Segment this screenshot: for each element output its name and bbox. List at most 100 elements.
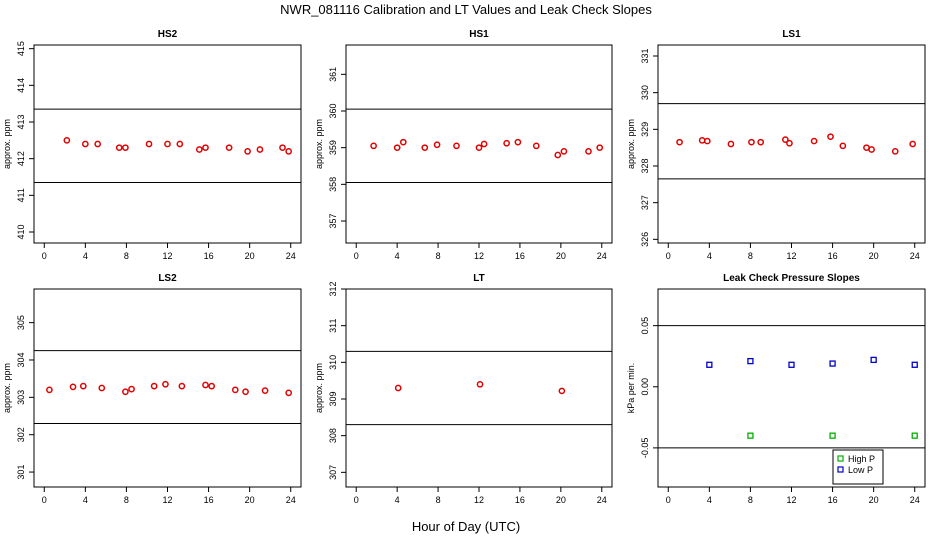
chart-5-title: LT (473, 273, 484, 284)
chart-1-series-1-point-0 (63, 136, 71, 144)
chart-5-xtick-label-0: 0 (354, 495, 359, 505)
figure-title: NWR_081116 Calibration and LT Values and… (280, 2, 652, 17)
chart-3-series-1-point-7 (786, 139, 793, 147)
chart-2-series-1-point-0 (370, 142, 377, 150)
chart-3-xtick-label-3: 12 (786, 251, 796, 261)
chart-4-series-1-point-10 (208, 382, 216, 390)
chart-3-xtick-label-0: 0 (666, 251, 671, 261)
chart-4-xtick-label-3: 12 (162, 495, 172, 505)
chart-3-series-1-point-9 (827, 133, 834, 141)
chart-6-ylabel: kPa per min. (626, 363, 636, 414)
chart-4-ytick-label-4: 305 (16, 315, 26, 330)
chart-3-panel: LS1 approx. ppm 0 4 8 12 16 20 24 326 327 328 329 330… (626, 29, 926, 261)
chart-4-xtick-label-6: 24 (286, 495, 296, 505)
chart-3-series-1-point-0 (676, 138, 683, 146)
chart-1-series-1-point-1 (81, 140, 89, 148)
chart-1-series-1-point-2 (94, 140, 102, 148)
chart-4-xtick-label-4: 16 (204, 495, 214, 505)
chart-1-ytick-label-5: 415 (16, 41, 26, 56)
chart-2-ytick-label-0: 357 (328, 213, 338, 228)
chart-6-xtick-label-0: 0 (666, 495, 671, 505)
chart-1-series-1-point-11 (244, 147, 251, 155)
chart-4-series-1-point-0 (46, 386, 53, 394)
chart-5-ytick-label-5: 312 (328, 281, 338, 296)
chart-6-series-1-point-0 (747, 432, 754, 439)
chart-3-series-1-point-5 (757, 138, 765, 146)
chart-6-xtick-label-1: 4 (707, 495, 712, 505)
chart-2-series-1-point-10 (532, 142, 540, 150)
chart-1-series-1-point-14 (285, 147, 293, 155)
chart-6-series-2-point-5 (911, 361, 918, 368)
chart-4-series-1-point-14 (285, 389, 293, 397)
chart-2-ytick-label-4: 361 (328, 67, 338, 82)
chart-5-ytick-label-0: 307 (328, 465, 338, 480)
chart-6-xtick-label-5: 20 (869, 495, 879, 505)
chart-2-series-1-point-1 (393, 144, 401, 152)
chart-4-ytick-label-1: 302 (16, 427, 26, 442)
chart-1-ytick-label-4: 414 (16, 78, 26, 93)
chart-2-series-1-point-8 (503, 139, 510, 147)
chart-1-ytick-label-3: 413 (16, 114, 26, 129)
chart-1-series-1-point-4 (122, 144, 129, 152)
chart-3-series-1-point-10 (839, 142, 847, 150)
chart-2-series-1-point-14 (596, 144, 604, 152)
chart-1-series-1-point-10 (225, 144, 233, 152)
chart-6-legend-label-0: High P (848, 454, 875, 464)
chart-3-ylabel: approx. ppm (626, 119, 636, 169)
chart-4-series-1-point-7 (162, 380, 169, 388)
chart-5-series-1-point-1 (476, 380, 484, 388)
chart-6-legend-label-1: Low P (848, 465, 873, 475)
chart-2-ytick-label-2: 359 (328, 140, 338, 155)
chart-4-xtick-label-2: 8 (124, 495, 129, 505)
chart-3-ytick-label-2: 328 (640, 158, 650, 173)
chart-4-ytick-label-0: 301 (16, 465, 26, 480)
chart-3-series-1-point-14 (909, 140, 917, 148)
chart-4-title: LS2 (158, 273, 177, 284)
chart-3-series-1-point-12 (868, 146, 875, 153)
chart-5-ytick-label-2: 309 (328, 391, 338, 406)
chart-4-series-1-point-13 (261, 387, 269, 394)
chart-1-xtick-label-5: 20 (245, 251, 255, 261)
chart-1-xtick-label-4: 16 (204, 251, 214, 261)
chart-3-series-1-point-1 (698, 136, 706, 144)
chart-2-series-1-point-13 (585, 147, 592, 155)
chart-6-xtick-label-2: 8 (748, 495, 753, 505)
chart-1-series-1-point-5 (145, 140, 153, 148)
chart-5-ytick-label-3: 310 (328, 355, 338, 370)
chart-3-xtick-label-6: 24 (910, 251, 920, 261)
chart-3-title: LS1 (782, 29, 801, 40)
chart-3-ytick-label-1: 327 (640, 195, 650, 210)
chart-3-ytick-label-4: 330 (640, 85, 650, 100)
chart-4-panel: LS2 approx. ppm 0 4 8 12 16 20 24 301 302 303 304 305 (2, 273, 302, 505)
chart-2-xtick-label-1: 4 (395, 251, 400, 261)
chart-2-series-1-point-11 (554, 151, 562, 159)
chart-1-xtick-label-0: 0 (42, 251, 47, 261)
chart-1-series-1-point-8 (195, 146, 203, 153)
chart-5-xtick-label-5: 20 (556, 495, 566, 505)
chart-2-series-1-point-3 (421, 144, 429, 152)
chart-3-series-1-point-8 (810, 137, 818, 145)
chart-2-ytick-label-3: 360 (328, 103, 338, 118)
chart-1-ytick-label-1: 411 (16, 188, 26, 202)
chart-4-series-1-point-4 (122, 388, 129, 396)
chart-6-series-2-point-2 (788, 361, 795, 368)
chart-3-series-1-point-2 (703, 137, 711, 145)
chart-5-ylabel: approx. ppm (314, 363, 324, 413)
chart-2-series-1-point-7 (480, 140, 488, 148)
chart-2-series-1-point-4 (433, 141, 441, 149)
chart-5-panel: LT approx. ppm 0 4 8 12 16 20 24 307 308 309 310 311 3… (314, 273, 613, 505)
chart-4-series-1-point-11 (231, 386, 239, 394)
chart-1-ytick-label-0: 410 (16, 224, 26, 239)
chart-5-ytick-label-1: 308 (328, 428, 338, 443)
chart-1-panel: HS2 approx. ppm 0 4 8 12 16 20 24 410 411 412 413 414… (2, 29, 302, 261)
chart-2-panel: HS1 approx. ppm 0 4 8 12 16 20 24 357 358 359 360 361 (314, 29, 613, 261)
chart-4-series-1-point-12 (242, 388, 249, 396)
chart-5-series-1-point-2 (558, 387, 566, 395)
chart-6-ytick-label-2: 0.05 (640, 317, 650, 335)
chart-5-xtick-label-1: 4 (395, 495, 400, 505)
chart-4-series-1-point-2 (79, 382, 87, 390)
chart-2-xtick-label-0: 0 (354, 251, 359, 261)
chart-3-xtick-label-2: 8 (748, 251, 753, 261)
chart-6-xtick-label-6: 24 (910, 495, 920, 505)
